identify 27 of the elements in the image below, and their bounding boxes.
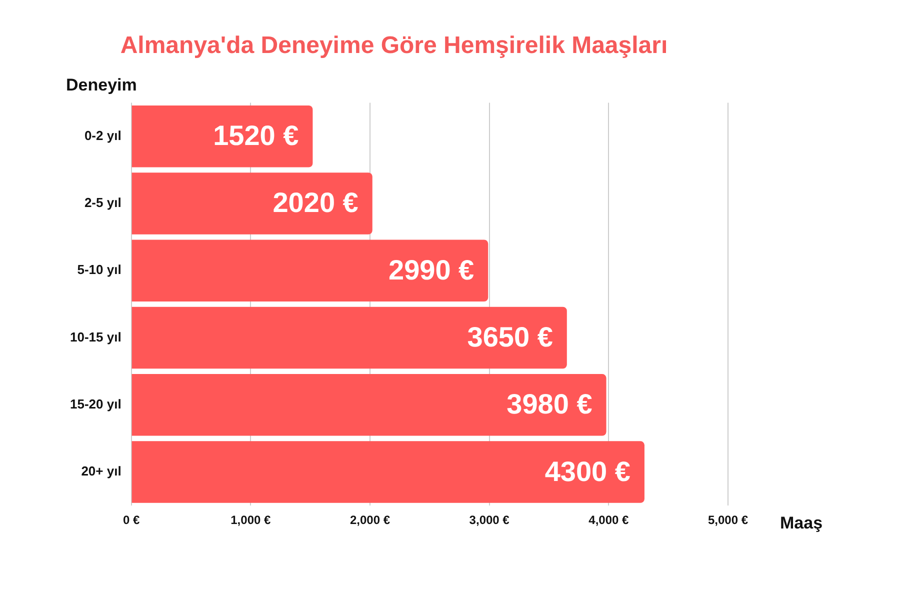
- bar: [132, 105, 313, 168]
- data-label: 3980 €: [506, 388, 593, 420]
- y-tick-label: 15-20 yıl: [70, 396, 122, 412]
- y-axis-title: Deneyim: [66, 76, 137, 95]
- bar: [132, 374, 606, 436]
- x-tick-label: 3,000 €: [469, 513, 510, 528]
- data-label: 3650 €: [467, 321, 554, 352]
- x-tick-label: 2,000 €: [350, 513, 390, 528]
- data-label: 4300 €: [544, 456, 631, 487]
- bar: [132, 306, 567, 369]
- x-axis-title: Maaş: [780, 513, 823, 532]
- data-label: 1520 €: [213, 120, 300, 152]
- y-tick-label: 0-2 yıl: [84, 128, 122, 143]
- x-tick-label: 5,000 €: [708, 513, 748, 528]
- y-tick-label: 5-10 yıl: [77, 262, 122, 278]
- bar: [132, 240, 488, 302]
- chart-title: Almanya'da Deneyime Göre Hemşirelik Maaşları: [120, 32, 668, 60]
- bar: [132, 441, 644, 503]
- bar: [132, 172, 372, 234]
- y-tick-label: 2-5 yıl: [84, 195, 122, 210]
- y-tick-label: 10-15 yıl: [70, 329, 122, 344]
- x-tick-label: 0 €: [122, 513, 140, 528]
- data-label: 2020 €: [272, 187, 359, 218]
- y-tick-label: 20+ yıl: [81, 464, 122, 479]
- data-label: 2990 €: [388, 254, 475, 286]
- x-tick-label: 1,000 €: [230, 513, 271, 528]
- x-tick-label: 4,000 €: [588, 513, 630, 528]
